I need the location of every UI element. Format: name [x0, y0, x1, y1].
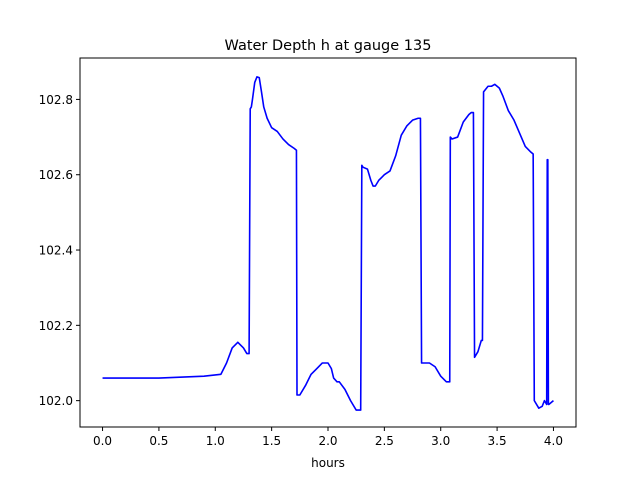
- x-tick-label: 1.0: [206, 434, 225, 448]
- y-tick-label: 102.6: [39, 168, 73, 182]
- y-tick-label: 102.4: [39, 244, 73, 258]
- x-tick-label: 4.0: [544, 434, 563, 448]
- x-tick-label: 0.0: [93, 434, 112, 448]
- series-line-0: [102, 76, 554, 411]
- y-axis: 102.0 102.2 102.4 102.6 102.8: [39, 93, 80, 408]
- x-tick-label: 0.5: [149, 434, 168, 448]
- x-axis: 0.0 0.5 1.0 1.5 2.0 2.5 3.0 3.5 4.0: [93, 427, 563, 448]
- axes-frame: [79, 57, 577, 428]
- y-tick-label: 102.8: [39, 93, 73, 107]
- y-tick-label: 102.0: [39, 394, 73, 408]
- plot-area: [102, 76, 554, 411]
- x-tick-label: 3.5: [488, 434, 507, 448]
- x-tick-label: 2.0: [318, 434, 337, 448]
- y-tick-label: 102.2: [39, 319, 73, 333]
- x-tick-label: 1.5: [262, 434, 281, 448]
- chart-title: Water Depth h at gauge 135: [225, 38, 432, 54]
- x-tick-label: 3.0: [431, 434, 450, 448]
- x-axis-label: hours: [311, 456, 345, 470]
- x-tick-label: 2.5: [375, 434, 394, 448]
